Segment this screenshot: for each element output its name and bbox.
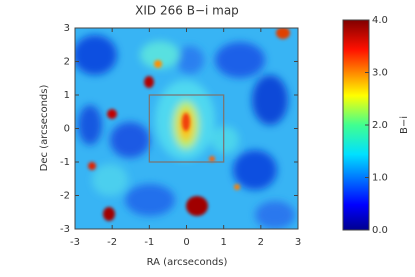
colorbar xyxy=(342,19,370,231)
map-image xyxy=(75,28,298,229)
y-tick-label: -3 xyxy=(60,224,70,235)
y-axis-label: Dec (arcseconds) xyxy=(39,85,50,172)
x-tick-label: -1 xyxy=(144,237,154,248)
y-tick-label: 0 xyxy=(64,124,70,135)
y-tick-label: -1 xyxy=(60,157,70,168)
y-tick-label: 2 xyxy=(64,57,70,68)
y-tick-label: -2 xyxy=(60,191,70,202)
x-axis-label: RA (arcseconds) xyxy=(147,257,228,268)
colorbar-tick-label: 0.0 xyxy=(372,225,388,236)
x-tick-label: -2 xyxy=(107,237,117,248)
x-tick-label: 3 xyxy=(295,237,301,248)
x-tick-label: -3 xyxy=(70,237,80,248)
colorbar-tick-label: 1.0 xyxy=(372,173,388,184)
colorbar-label: B−i xyxy=(399,116,410,134)
colorbar-tick-label: 2.0 xyxy=(372,120,388,131)
y-tick-label: 3 xyxy=(64,23,70,34)
region-box xyxy=(148,94,225,163)
colorbar-tick-label: 4.0 xyxy=(372,15,388,26)
x-tick-label: 1 xyxy=(220,237,226,248)
chart-title: XID 266 B−i map xyxy=(135,4,239,18)
x-tick-label: 0 xyxy=(183,237,189,248)
colorbar-tick-label: 3.0 xyxy=(372,68,388,79)
x-tick-label: 2 xyxy=(258,237,264,248)
y-tick-label: 1 xyxy=(64,90,70,101)
